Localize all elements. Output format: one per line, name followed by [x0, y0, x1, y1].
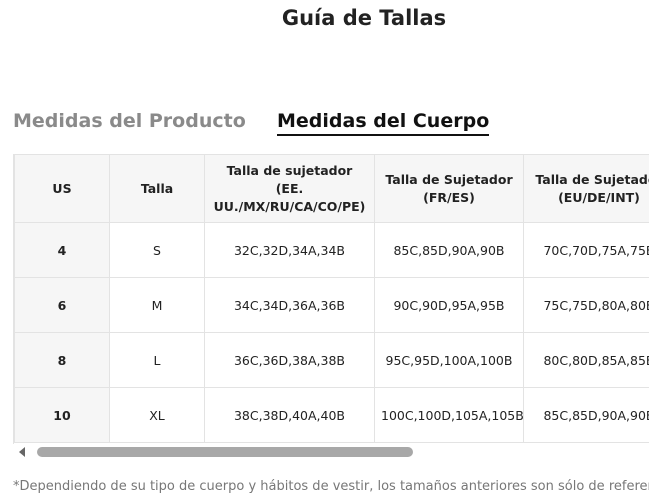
table-cell: L: [109, 332, 205, 388]
table-row: 10 XL 38C,38D,40A,40B 100C,100D,105A,105B 85…: [14, 387, 649, 443]
table-row: 8 L 36C,36D,38A,38B 95C,95D,100A,100B 80C,80…: [14, 332, 649, 388]
size-table: US Talla Talla de sujetador (EE. UU./MX/RU…: [14, 154, 649, 443]
tab[interactable]: Medidas del Producto: [13, 110, 246, 132]
scrollbar[interactable]: [13, 444, 649, 460]
table-cell: 90C,90D,95A,95B: [374, 277, 524, 333]
table-cell: 70C,70D,75A,75B: [523, 222, 649, 278]
column-header: US: [14, 154, 110, 223]
table-cell: M: [109, 277, 205, 333]
column-header: Talla: [109, 154, 205, 223]
column-header: Talla de Sujetador (FR/ES): [374, 154, 524, 223]
scroll-left-arrow[interactable]: [19, 447, 25, 457]
table-cell: 38C,38D,40A,40B: [204, 387, 375, 443]
footnote: *Dependiendo de su tipo de cuerpo y hábi…: [13, 479, 649, 494]
table-body: 4 S 32C,32D,34A,34B 85C,85D,90A,90B 70C,70D,…: [14, 222, 649, 443]
table-cell: XL: [109, 387, 205, 443]
table-row: 6 M 34C,34D,36A,36B 90C,90D,95A,95B 75C,75D,…: [14, 277, 649, 333]
table-cell: 8: [14, 332, 110, 388]
table-cell: 6: [14, 277, 110, 333]
column-header: Talla de sujetador (EE. UU./MX/RU/CA/CO/…: [204, 154, 375, 223]
table-cell: S: [109, 222, 205, 278]
table-cell: 85C,85D,90A,90B: [374, 222, 524, 278]
table-cell: 10: [14, 387, 110, 443]
table-cell: 100C,100D,105A,105B: [374, 387, 524, 443]
table-cell: 32C,32D,34A,34B: [204, 222, 375, 278]
table-cell: 4: [14, 222, 110, 278]
table-row: 4 S 32C,32D,34A,34B 85C,85D,90A,90B 70C,70D,…: [14, 222, 649, 278]
table-cell: 36C,36D,38A,38B: [204, 332, 375, 388]
title: Guía de Tallas: [281, 6, 447, 30]
table-container: US Talla Talla de sujetador (EE. UU./MX/RU…: [13, 154, 649, 444]
table-cell: 95C,95D,100A,100B: [374, 332, 524, 388]
table-cell: 75C,75D,80A,80B: [523, 277, 649, 333]
table-cell: 34C,34D,36A,36B: [204, 277, 375, 333]
table-cell: 80C,80D,85A,85B: [523, 332, 649, 388]
tab-active[interactable]: Medidas del Cuerpo: [277, 108, 490, 136]
table-cell: 85C,85D,90A,90B: [523, 387, 649, 443]
scroll-thumb[interactable]: [37, 447, 413, 457]
column-header: Talla de Sujetador (EU/DE/INT): [523, 154, 649, 223]
header-row: US Talla Talla de sujetador (EE. UU./MX/RU…: [14, 154, 649, 223]
